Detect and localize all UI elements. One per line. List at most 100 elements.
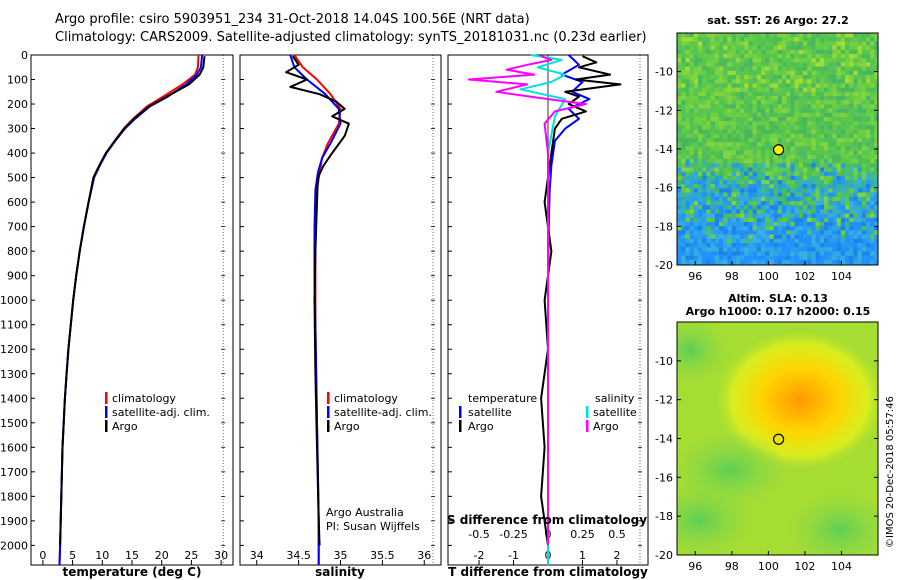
sst-cell — [769, 91, 774, 97]
sst-cell — [794, 167, 800, 172]
sst-cell — [714, 209, 720, 214]
sst-cell — [714, 87, 720, 93]
sst-cell — [756, 217, 762, 223]
sst-cell — [849, 79, 854, 84]
sst-cell — [786, 247, 791, 252]
sst-cell — [803, 243, 808, 248]
sst-cell — [874, 70, 878, 76]
sst-cell — [714, 163, 720, 168]
sst-cell — [773, 196, 779, 202]
sst-cell — [735, 41, 741, 46]
sst-cell — [719, 209, 724, 214]
sst-cell — [773, 45, 779, 51]
sst-cell — [803, 108, 808, 114]
sst-cell — [710, 133, 716, 139]
sst-cell — [803, 175, 808, 181]
sst-cell — [756, 33, 762, 38]
sst-cell — [689, 41, 695, 46]
sla-low-anomaly-2 — [677, 480, 755, 555]
sst-cell — [731, 226, 737, 231]
sst-cell — [861, 247, 867, 252]
sst-cell — [803, 75, 808, 80]
sst-cell — [681, 167, 686, 172]
sst-cell — [727, 129, 732, 135]
sst-cell — [719, 104, 724, 109]
sst-cell — [735, 150, 741, 156]
sst-cell — [727, 238, 732, 244]
sst-cell — [719, 87, 724, 93]
sst-cell — [773, 133, 779, 139]
sst-cell — [819, 133, 825, 139]
sst-cell — [714, 255, 720, 261]
sst-cell — [861, 91, 867, 97]
sst-cell — [693, 70, 699, 76]
sst-cell — [731, 133, 737, 139]
sst-cell — [861, 70, 867, 76]
sst-cell — [756, 70, 762, 76]
sst-cell — [693, 37, 699, 42]
depth-tick-label: 1100 — [0, 319, 28, 332]
sst-cell — [702, 259, 707, 265]
sst-cell — [702, 234, 707, 240]
sst-cell — [698, 37, 703, 42]
sst-cell — [849, 117, 854, 122]
sst-cell — [689, 196, 695, 202]
sst-cell — [714, 104, 720, 109]
sst-cell — [693, 112, 699, 118]
sst-cell — [828, 238, 833, 244]
sst-cell — [811, 54, 816, 59]
sst-cell — [689, 188, 695, 193]
sst-cell — [702, 251, 707, 256]
sst-cell — [870, 243, 875, 248]
sst-cell — [874, 104, 878, 109]
sst-cell — [689, 184, 695, 189]
sst-cell — [811, 154, 816, 160]
sst-cell — [685, 188, 690, 193]
sst-cell — [794, 259, 800, 265]
sst-cell — [824, 192, 829, 198]
sst-cell — [807, 171, 812, 177]
sst-cell — [807, 251, 812, 256]
sst-cell — [740, 154, 745, 160]
sst-cell — [861, 41, 867, 46]
sst-cell — [723, 238, 728, 244]
sst-cell — [731, 112, 737, 118]
sst-cell — [685, 121, 690, 126]
sst-cell — [777, 230, 783, 235]
sst-cell — [727, 66, 732, 72]
sst-cell — [702, 117, 707, 122]
sst-cell — [731, 188, 737, 193]
sst-cell — [782, 184, 787, 189]
sst-cell — [857, 49, 863, 55]
sst-cell — [849, 100, 854, 105]
sst-cell — [689, 45, 695, 51]
sst-cell — [836, 180, 842, 185]
sst-cell — [773, 142, 779, 147]
sst-cell — [782, 100, 787, 105]
sst-cell — [828, 121, 833, 126]
sst-cell — [769, 230, 774, 235]
sst-cell — [840, 159, 846, 164]
sst-cell — [693, 49, 699, 55]
sst-cell — [761, 163, 766, 168]
sst-cell — [723, 226, 728, 231]
sst-cell — [857, 188, 863, 193]
sst-cell — [685, 142, 690, 147]
sst-cell — [811, 45, 816, 51]
sst-cell — [756, 41, 762, 46]
sst-cell — [836, 171, 842, 177]
s-tick-label: -0.25 — [499, 528, 527, 541]
sst-cell — [735, 75, 741, 80]
sst-cell — [765, 251, 770, 256]
sst-cell — [723, 234, 728, 240]
sst-cell — [752, 45, 758, 51]
sst-cell — [714, 125, 720, 130]
sst-cell — [706, 133, 711, 139]
sst-cell — [861, 87, 867, 93]
sst-cell — [849, 259, 854, 265]
sst-cell — [840, 83, 846, 88]
sst-cell — [706, 251, 711, 256]
sst-cell — [790, 238, 795, 244]
depth-tick-label: 100 — [7, 74, 28, 87]
sst-cell — [723, 247, 728, 252]
